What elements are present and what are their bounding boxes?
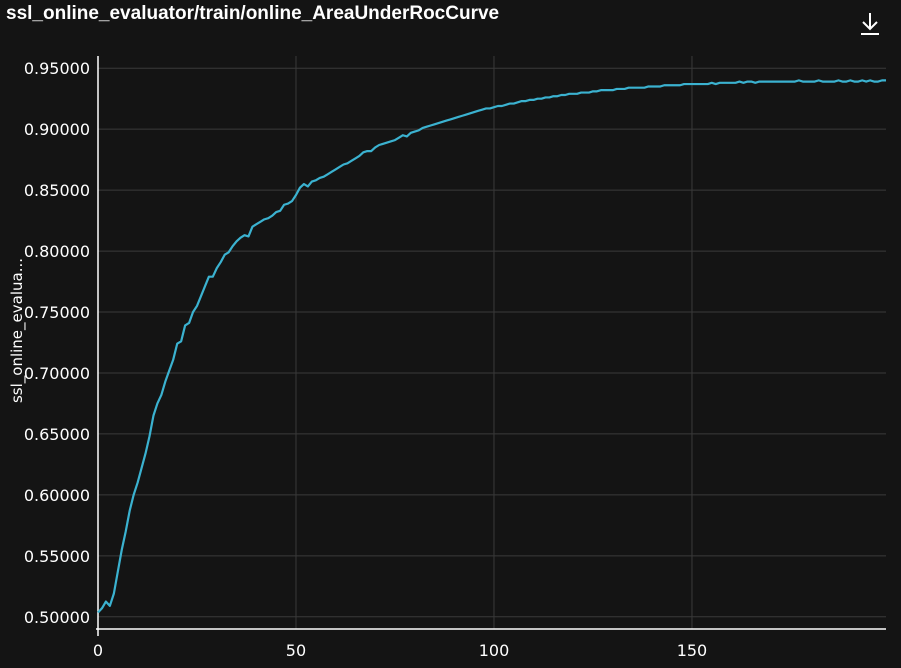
y-tick-label: 0.60000 (24, 486, 90, 505)
grid (98, 56, 886, 629)
y-axis-label: ssl_online_evalua... (8, 258, 27, 403)
axes (96, 56, 886, 636)
y-tick-label: 0.70000 (24, 364, 90, 383)
y-tick-label: 0.55000 (24, 547, 90, 566)
chart-title: ssl_online_evaluator/train/online_AreaUn… (6, 3, 500, 24)
y-tick-label: 0.95000 (24, 59, 90, 78)
y-tick-label: 0.50000 (24, 608, 90, 627)
x-tick-label: 150 (677, 641, 708, 660)
series-group (97, 79, 886, 614)
x-tick-label: 100 (479, 641, 510, 660)
y-tick-labels: 0.50000 0.55000 0.60000 0.65000 0.70000 0.750… (24, 59, 90, 627)
series-line (97, 79, 886, 614)
y-tick-label: 0.80000 (24, 242, 90, 261)
x-tick-labels: 0 50 100 150 (93, 641, 707, 660)
y-tick-label: 0.65000 (24, 425, 90, 444)
x-tick-label: 0 (93, 641, 103, 660)
y-tick-label: 0.75000 (24, 303, 90, 322)
y-tick-label: 0.90000 (24, 120, 90, 139)
x-tick-label: 50 (286, 641, 306, 660)
y-tick-label: 0.85000 (24, 181, 90, 200)
download-icon[interactable] (857, 10, 883, 38)
